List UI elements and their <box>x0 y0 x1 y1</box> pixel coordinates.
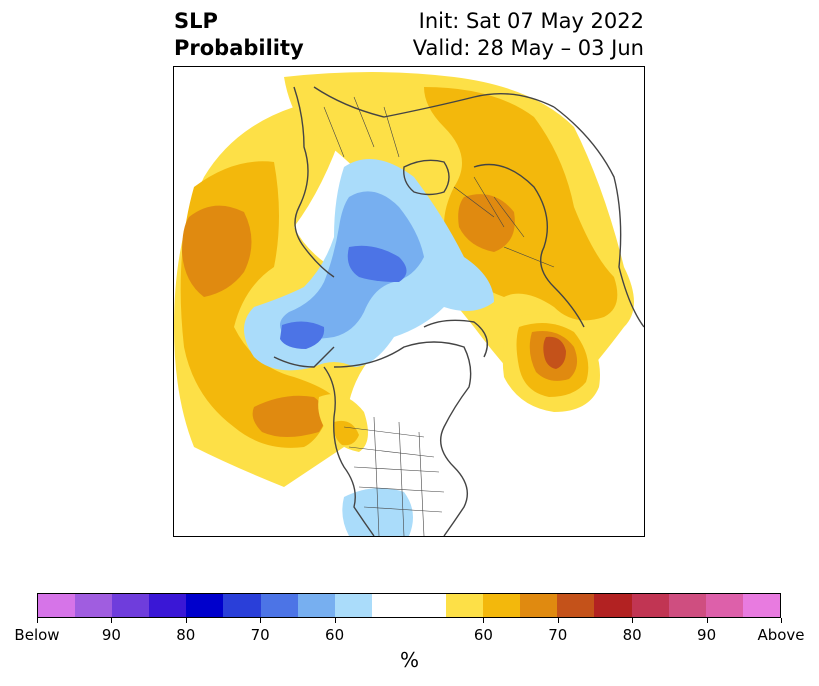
colorbar-segment <box>408 594 447 617</box>
colorbar-tick-mark <box>557 618 559 623</box>
colorbar-segment <box>668 594 706 617</box>
colorbar-segment <box>112 594 150 617</box>
colorbar-tick-label: Below <box>14 626 60 644</box>
colorbar-segment <box>742 594 780 617</box>
colorbar-tick-label: 90 <box>697 626 717 644</box>
colorbar-segment <box>594 594 632 617</box>
below-80-alaska-region <box>280 321 325 349</box>
above-70-asia-region <box>424 87 618 321</box>
colorbar-tick-mark <box>706 618 708 623</box>
colorbar <box>37 593 781 618</box>
colorbar-segment <box>297 594 335 617</box>
colorbar-tick-mark <box>111 618 113 623</box>
above-80-siberia-region <box>458 194 515 252</box>
colorbar-segment <box>334 594 372 617</box>
colorbar-segment <box>557 594 595 617</box>
colorbar-tick-mark <box>185 618 187 623</box>
colorbar-tick-label: Above <box>757 626 805 644</box>
probability-map <box>174 72 644 536</box>
colorbar-tick-label: 80 <box>176 626 196 644</box>
colorbar-tick-mark <box>260 618 262 623</box>
colorbar-segment <box>631 594 669 617</box>
colorbar-tick-mark <box>781 618 782 623</box>
colorbar-segment <box>371 594 409 617</box>
above-80-alaska-region <box>252 395 326 437</box>
colorbar-tick-label: 60 <box>473 626 493 644</box>
colorbar-segment <box>75 594 113 617</box>
colorbar-tick-label: 70 <box>250 626 270 644</box>
colorbar-segment <box>446 594 484 617</box>
map-title: SLP Probability <box>174 8 304 62</box>
colorbar-tick-label: 70 <box>548 626 568 644</box>
colorbar-tick-label: 60 <box>325 626 345 644</box>
above-90-atlantic-region <box>543 336 566 369</box>
colorbar-tick-label: 90 <box>101 626 121 644</box>
borders <box>323 96 555 536</box>
date-info: Init: Sat 07 May 2022 Valid: 28 May – 03… <box>413 8 644 62</box>
colorbar-segment <box>483 594 521 617</box>
colorbar-segment <box>186 594 224 617</box>
colorbar-unit-label: % <box>399 648 419 672</box>
colorbar-tick-mark <box>37 618 38 623</box>
colorbar-segment <box>149 594 187 617</box>
colorbar-segment <box>223 594 261 617</box>
colorbar-segment <box>705 594 743 617</box>
colorbar-tick-mark <box>632 618 634 623</box>
below-60-usa-region <box>342 488 413 536</box>
colorbar-tick-mark <box>483 618 485 623</box>
colorbar-segment <box>520 594 558 617</box>
map-panel <box>173 66 645 537</box>
init-date: Init: Sat 07 May 2022 <box>418 9 644 33</box>
above-70-canada-strip <box>333 420 359 446</box>
colorbar-tick-label: 80 <box>622 626 642 644</box>
colorbar-segment <box>38 594 76 617</box>
valid-range: Valid: 28 May – 03 Jun <box>412 36 644 60</box>
title-line-2: Probability <box>174 36 304 60</box>
below-80-arctic-region <box>347 245 407 282</box>
above-80-pacific-region <box>182 205 252 297</box>
colorbar-tick-mark <box>334 618 336 623</box>
title-line-1: SLP <box>174 9 218 33</box>
colorbar-segment <box>260 594 298 617</box>
coastlines <box>273 86 644 536</box>
